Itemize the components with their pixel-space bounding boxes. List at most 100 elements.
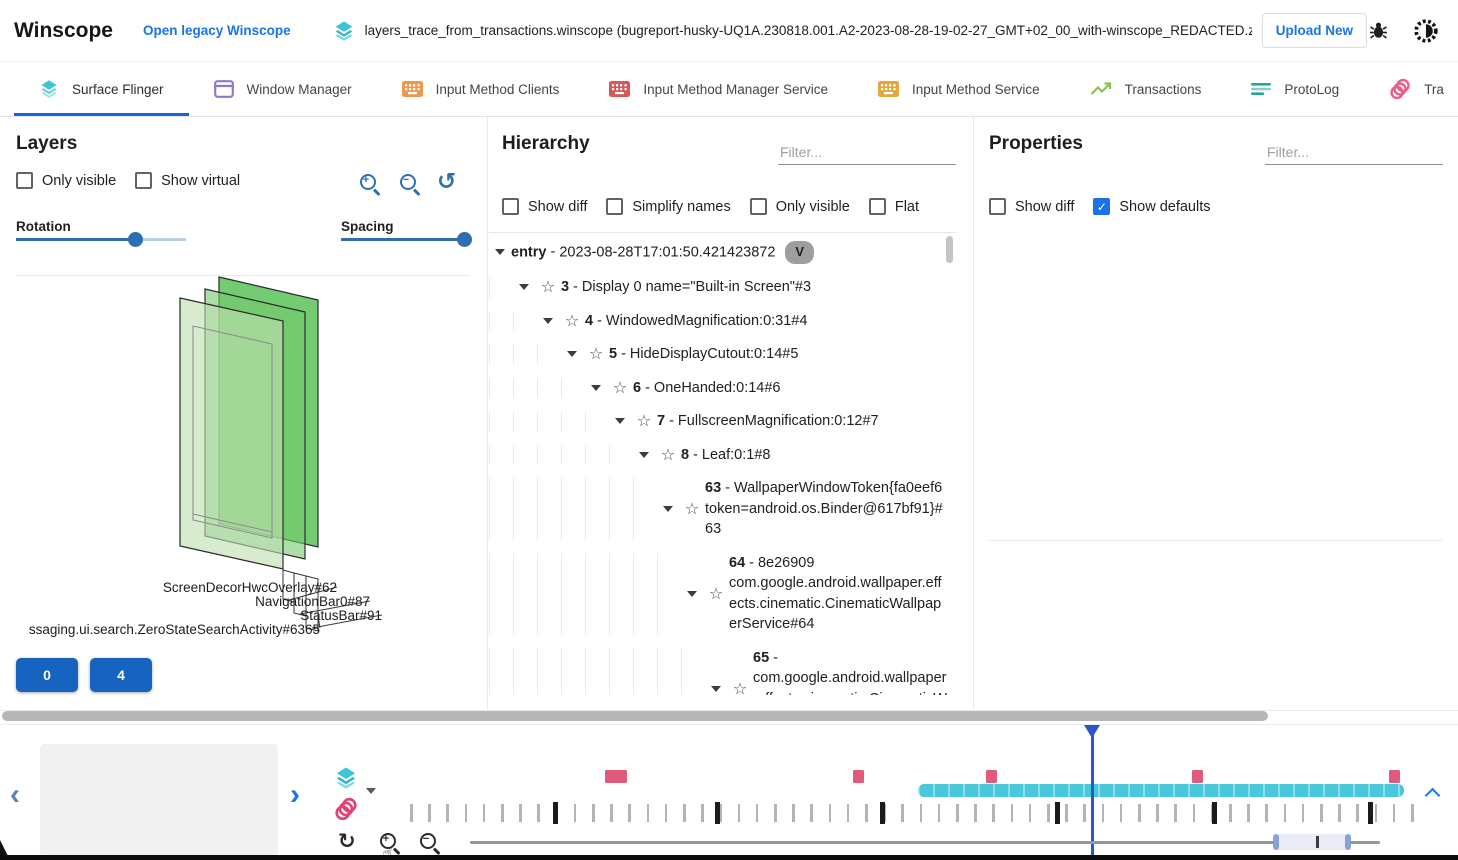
zoom-out-icon[interactable] — [398, 172, 421, 195]
layers-3d-view[interactable]: ScreenDecorHwcOverlay#62 NavigationBar0#… — [0, 276, 487, 658]
tree-node-4[interactable]: ☆ 4- WindowedMagnification:0:31#4 — [489, 304, 947, 338]
open-legacy-link[interactable]: Open legacy Winscope — [143, 23, 291, 38]
star-icon[interactable]: ☆ — [564, 312, 580, 330]
tree-indent-guide — [513, 411, 537, 432]
tree-node-entry[interactable]: entry -2023-08-28T17:01:50.421423872 V — [489, 234, 947, 271]
only-visible-checkbox[interactable]: Only visible — [749, 198, 850, 215]
timeline-zoom-out-icon[interactable] — [418, 831, 441, 854]
timeline-tick — [482, 804, 486, 822]
tree-indent-guide — [609, 444, 633, 465]
tree-node-5[interactable]: ☆ 5- HideDisplayCutout:0:14#5 — [489, 338, 947, 372]
layer-sheet[interactable] — [179, 297, 284, 570]
tree-node-64[interactable]: ☆ 64-8e26909 com.google.android.wallpaper… — [489, 546, 947, 641]
star-icon[interactable]: ☆ — [660, 446, 676, 464]
bug-report-icon[interactable] — [1369, 21, 1388, 40]
star-icon[interactable]: ☆ — [708, 585, 724, 603]
collapse-timeline-icon[interactable] — [1424, 787, 1441, 804]
chevron-right-icon[interactable]: › — [290, 778, 300, 811]
tab-input-method-manager-service[interactable]: Input Method Manager Service — [584, 62, 853, 116]
display-0-button[interactable]: 0 — [16, 658, 78, 692]
show-diff-checkbox[interactable]: Show diff — [502, 198, 587, 215]
only-visible-checkbox[interactable]: Only visible — [16, 172, 116, 189]
star-icon[interactable]: ☆ — [732, 680, 748, 696]
show-diff-checkbox[interactable]: Show diff — [989, 198, 1074, 215]
chevron-left-icon[interactable]: ‹ — [10, 778, 20, 811]
tree-indent-guide — [657, 647, 681, 695]
zoom-range-selection[interactable] — [1276, 834, 1348, 850]
transition-marker[interactable] — [853, 770, 864, 783]
tree-node-7[interactable]: ☆ 7- FullscreenMagnification:0:12#7 — [489, 405, 947, 439]
star-icon[interactable]: ☆ — [636, 413, 652, 431]
hierarchy-filter-input[interactable] — [778, 140, 956, 165]
tab-window-manager[interactable]: Window Manager — [189, 62, 377, 116]
spacing-slider[interactable] — [341, 231, 473, 247]
tab-protolog[interactable]: ProtoLog — [1226, 62, 1364, 116]
chevron-down-icon[interactable] — [537, 317, 559, 324]
transition-marker[interactable] — [1389, 770, 1400, 783]
tree-indent-guide — [609, 647, 633, 695]
star-icon[interactable]: ☆ — [540, 279, 556, 297]
surface-flinger-trace-icon[interactable] — [334, 766, 358, 795]
checkbox-label: Show diff — [528, 198, 588, 215]
chevron-down-icon[interactable] — [681, 590, 703, 597]
tree-node-3[interactable]: ☆ 3- Display 0 name="Built-in Screen"#3 — [489, 271, 947, 305]
star-icon[interactable]: ☆ — [588, 346, 604, 364]
upload-new-button[interactable]: Upload New — [1261, 13, 1367, 48]
properties-filter-input[interactable] — [1265, 140, 1443, 165]
chevron-down-icon[interactable] — [609, 418, 631, 425]
keyboard-icon — [609, 81, 631, 97]
timeline-zoom-in-icon[interactable] — [378, 831, 401, 854]
tree-node-65[interactable]: ☆ 65-com.google.android.wallpaper.effects… — [489, 641, 947, 695]
chevron-down-icon[interactable] — [489, 249, 511, 256]
panel-divider — [487, 117, 488, 710]
chevron-down-icon[interactable] — [705, 685, 727, 692]
tab-tra[interactable]: Tra — [1364, 62, 1458, 116]
chevron-down-icon[interactable] — [657, 505, 679, 512]
timeline-cursor[interactable] — [1090, 725, 1094, 857]
tab-label: Input Method Manager Service — [643, 81, 829, 97]
timeline-tick — [573, 804, 577, 822]
zoom-range-track[interactable] — [470, 841, 1380, 844]
tab-input-method-clients[interactable]: Input Method Clients — [377, 62, 585, 116]
tree-node-8[interactable]: ☆ 8- Leaf:0:1#8 — [489, 438, 947, 472]
chevron-down-icon[interactable] — [633, 451, 655, 458]
checkbox-checked-icon — [1093, 198, 1111, 215]
layer-strip[interactable] — [305, 575, 319, 632]
star-icon[interactable]: ☆ — [612, 379, 628, 397]
reset-zoom-icon[interactable]: ↺ — [437, 168, 457, 194]
tree-node-6[interactable]: ☆ 6- OneHanded:0:14#6 — [489, 371, 947, 405]
tab-transactions[interactable]: Transactions — [1065, 62, 1227, 116]
zoom-range-handle-left[interactable] — [1273, 834, 1279, 850]
tree-node-63[interactable]: ☆ 63- WallpaperWindowToken{fa0eef6 token=a… — [489, 472, 947, 547]
rotation-slider[interactable] — [16, 231, 186, 247]
dark-mode-toggle-icon[interactable] — [1414, 18, 1438, 43]
trace-selector-caret-icon[interactable] — [366, 788, 376, 794]
hierarchy-scrollbar[interactable] — [946, 236, 953, 263]
trace-coverage-band[interactable] — [918, 784, 1404, 797]
show-defaults-checkbox[interactable]: Show defaults — [1093, 198, 1210, 215]
screen-corner-artifact — [0, 840, 10, 860]
transition-marker[interactable] — [605, 770, 627, 783]
star-icon[interactable]: ☆ — [684, 500, 700, 518]
transition-marker[interactable] — [1192, 770, 1203, 783]
transition-marker[interactable] — [986, 770, 997, 783]
zoom-in-icon[interactable] — [358, 172, 381, 195]
tree-indent-guide — [513, 377, 537, 398]
tree-indent-guide — [585, 444, 609, 465]
tree-node-label: 63- WallpaperWindowToken{fa0eef6 token=an… — [705, 480, 943, 537]
tree-indent-guide — [585, 552, 609, 635]
tab-input-method-service[interactable]: Input Method Service — [853, 62, 1065, 116]
zoom-range-handle-right[interactable] — [1345, 834, 1351, 850]
chevron-down-icon[interactable] — [585, 384, 607, 391]
chevron-down-icon[interactable] — [561, 351, 583, 358]
display-4-button[interactable]: 4 — [90, 658, 152, 692]
chevron-down-icon[interactable] — [513, 284, 535, 291]
tab-surface-flinger[interactable]: Surface Flinger — [14, 62, 189, 116]
show-virtual-checkbox[interactable]: Show virtual — [135, 172, 240, 189]
refresh-icon[interactable]: ↻ — [338, 830, 356, 853]
flat-checkbox[interactable]: Flat — [868, 198, 919, 215]
simplify-names-checkbox[interactable]: Simplify names — [606, 198, 731, 215]
horizontal-scrollbar[interactable] — [2, 711, 1268, 721]
transitions-trace-icon[interactable] — [334, 797, 358, 826]
